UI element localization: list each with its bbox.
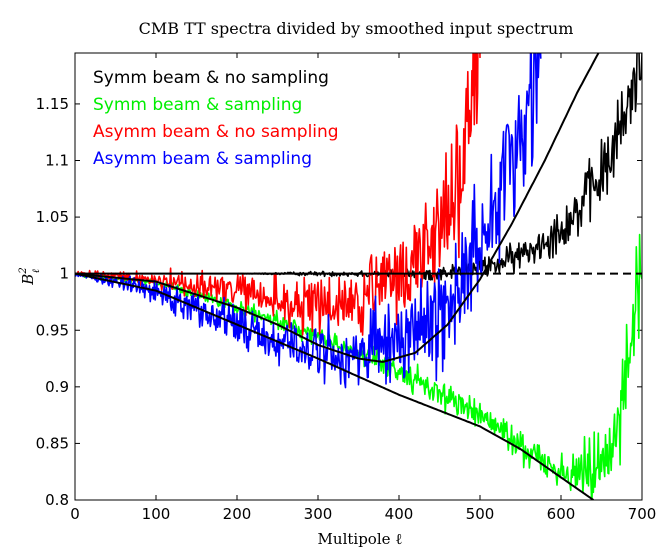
theory-curve-upper [75, 53, 600, 363]
x-tick-labels: 0 100 200 300 400 500 600 700 [70, 505, 656, 523]
y-tick-label: 0.95 [36, 321, 69, 339]
x-tick-label: 400 [385, 505, 414, 523]
x-tick-label: 0 [70, 505, 80, 523]
legend-symm-no-sampling: Symm beam & no sampling [93, 68, 329, 88]
legend-asymm-no-sampling: Asymm beam & no sampling [93, 122, 339, 142]
y-tick-label: 0.9 [45, 378, 69, 396]
y-axis-label-base: B [19, 274, 37, 286]
x-tick-label: 600 [547, 505, 576, 523]
x-tick-label: 100 [142, 505, 171, 523]
chart-title: CMB TT spectra divided by smoothed input… [139, 19, 574, 38]
legend-symm-sampling: Symm beam & sampling [93, 95, 302, 115]
y-tick-labels: 0.8 0.85 0.9 0.95 1 1.05 1.1 1.15 [36, 95, 69, 509]
x-tick-label: 700 [628, 505, 657, 523]
x-tick-label: 300 [304, 505, 333, 523]
y-tick-label: 1.15 [36, 95, 69, 113]
legend: Symm beam & no sampling Symm beam & samp… [93, 68, 339, 169]
plot-series [75, 53, 642, 500]
x-axis-label: Multipole ℓ [318, 530, 403, 548]
y-tick-label: 1.05 [36, 208, 69, 226]
y-axis-label: B2 ℓ [18, 267, 42, 285]
series-line [75, 53, 481, 336]
x-tick-label: 500 [466, 505, 495, 523]
y-axis-label-subscript: ℓ [31, 269, 42, 273]
y-tick-label: 0.85 [36, 434, 69, 452]
y-tick-label: 1.1 [45, 152, 69, 170]
series-line [75, 53, 542, 389]
legend-asymm-sampling: Asymm beam & sampling [93, 149, 312, 169]
x-tick-label: 200 [223, 505, 252, 523]
theory-curve-lower [75, 272, 594, 500]
y-tick-label: 0.8 [45, 491, 69, 509]
plot-frame [74, 52, 643, 501]
y-axis-label-superscript: 2 [18, 267, 29, 274]
y-tick-label: 1 [59, 265, 69, 283]
